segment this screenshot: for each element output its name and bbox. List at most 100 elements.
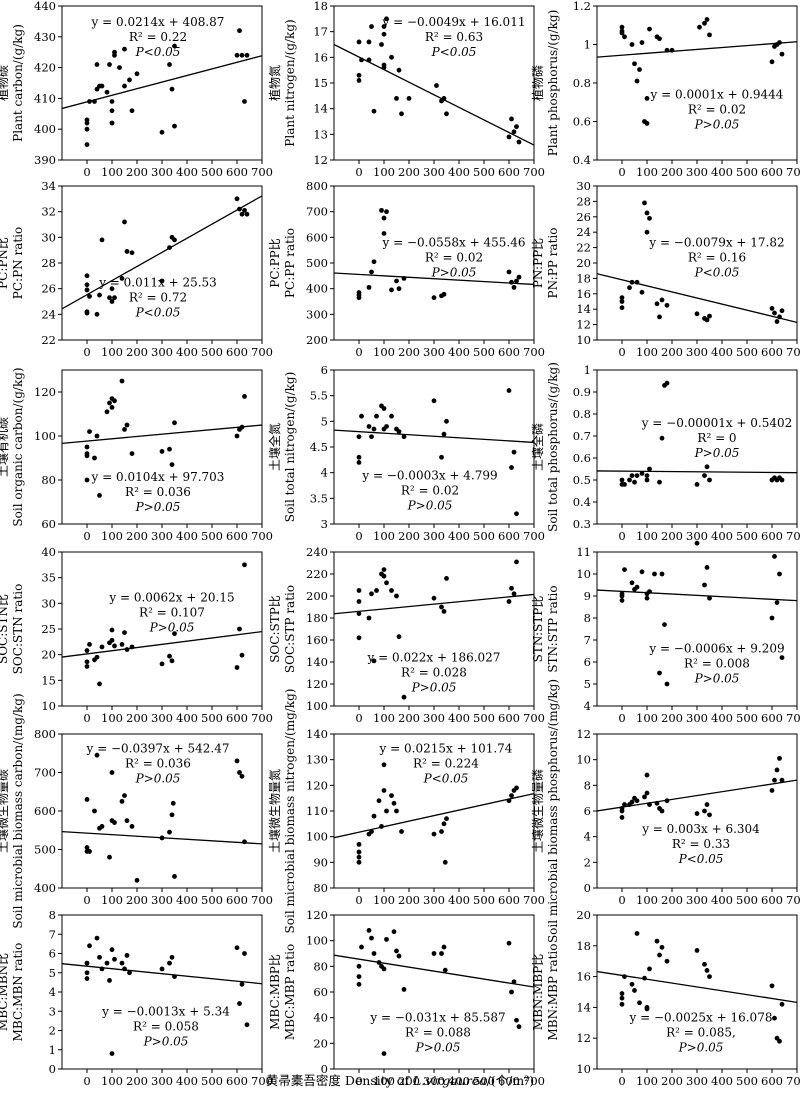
data-point xyxy=(122,427,127,432)
data-point xyxy=(242,394,247,399)
data-point xyxy=(779,777,785,783)
y-axis-label-cn: MBC:MBN比 xyxy=(0,953,10,1031)
data-point xyxy=(107,854,112,860)
y-tick-label: 22 xyxy=(41,333,56,347)
trend-line xyxy=(334,272,534,286)
plot-frame xyxy=(596,5,798,161)
data-point xyxy=(127,77,132,83)
x-tick-label: 600 xyxy=(226,711,248,725)
data-point xyxy=(94,62,100,67)
x-tick-label: 400 xyxy=(711,345,733,359)
y-axis-label-en: Soil organic carbon/(g/kg) xyxy=(11,367,25,526)
x-tick-label: 400 xyxy=(711,893,733,907)
x-tick-label: 500 xyxy=(473,165,495,179)
data-point xyxy=(381,24,387,29)
x-axis-title-species: L.virgaurea xyxy=(412,1073,487,1088)
y-tick-label: 20 xyxy=(41,648,56,662)
y-tick-label: 80 xyxy=(313,959,328,973)
data-point xyxy=(356,635,362,641)
data-point xyxy=(109,108,115,114)
data-point xyxy=(511,129,517,135)
x-tick-label: 600 xyxy=(761,1074,783,1088)
x-axis-title-unit: /(个/m²) xyxy=(486,1073,535,1088)
data-point xyxy=(109,627,115,633)
x-tick-label: 500 xyxy=(736,165,758,179)
data-point xyxy=(167,446,172,452)
x-tick-label: 700 xyxy=(786,1074,800,1088)
data-point xyxy=(124,953,130,958)
data-point xyxy=(381,406,387,411)
y-tick-label: 1 xyxy=(584,363,591,377)
data-point xyxy=(669,47,675,53)
data-point xyxy=(514,785,519,791)
data-point xyxy=(629,799,635,805)
y-axis-label-en: Plant nitrogen/(g/kg) xyxy=(283,19,297,146)
data-point xyxy=(662,622,667,627)
data-point xyxy=(242,951,247,956)
data-point xyxy=(431,595,437,601)
data-point xyxy=(694,948,700,953)
y-tick-label: 16 xyxy=(576,970,591,984)
data-point xyxy=(167,653,172,659)
y-axis-label: 植物氮Plant nitrogen/(g/kg) xyxy=(267,19,297,146)
x-tick-label: 0 xyxy=(618,893,625,907)
y-tick-label: 130 xyxy=(306,753,328,767)
y-tick-label: 0.3 xyxy=(573,517,591,531)
y-tick-label: 100 xyxy=(34,429,56,443)
equation-line: y = −0.0397x + 542.47 xyxy=(86,742,230,756)
y-tick-label: 34 xyxy=(41,179,56,193)
data-point xyxy=(381,788,387,793)
y-tick-label: 140 xyxy=(306,727,328,741)
x-tick-label: 500 xyxy=(473,1074,495,1088)
data-point xyxy=(381,231,387,236)
equation-line: P>0.05 xyxy=(135,772,181,786)
data-point xyxy=(129,644,135,650)
trend-line xyxy=(62,55,262,110)
x-tick-label: 300 xyxy=(686,711,708,725)
data-point xyxy=(356,78,362,83)
y-axis-label: PC:PP比PC:PP ratio xyxy=(268,228,297,298)
x-tick-label: 100 xyxy=(373,165,395,179)
x-tick-label: 200 xyxy=(126,711,148,725)
data-point xyxy=(394,278,399,284)
x-tick-label: 500 xyxy=(473,345,495,359)
data-point xyxy=(381,573,387,579)
x-tick-label: 600 xyxy=(498,529,520,543)
x-tick-label: 300 xyxy=(151,711,173,725)
x-tick-label: 500 xyxy=(201,711,223,725)
equation-line: y = −0.0006x + 9.209 xyxy=(648,641,784,655)
x-tick-label: 100 xyxy=(373,345,395,359)
data-point xyxy=(637,1000,642,1006)
y-tick-label: 120 xyxy=(306,908,328,922)
y-tick-label: 410 xyxy=(34,91,56,105)
data-point xyxy=(774,600,780,605)
data-point xyxy=(84,659,90,665)
data-point xyxy=(509,465,514,470)
y-tick-label: 4.5 xyxy=(310,440,328,454)
equation-line: R² = 0.058 xyxy=(133,1019,199,1033)
equation-line: R² = 0.02 xyxy=(425,250,483,264)
data-point xyxy=(391,929,397,935)
data-point xyxy=(381,215,387,221)
data-point xyxy=(97,493,102,498)
y-tick-label: 24 xyxy=(576,225,591,239)
data-point xyxy=(172,123,177,129)
y-tick-label: 110 xyxy=(306,804,328,818)
data-point xyxy=(127,970,132,976)
data-point xyxy=(777,40,782,45)
y-axis-label-en: PN:PP ratio xyxy=(546,228,560,299)
data-point xyxy=(84,648,90,653)
x-tick-label: 0 xyxy=(83,1074,90,1088)
data-point xyxy=(627,477,632,483)
data-point xyxy=(774,767,780,773)
x-tick-label: 0 xyxy=(355,893,362,907)
data-point xyxy=(124,249,130,254)
y-tick-label: 400 xyxy=(306,282,328,296)
data-point xyxy=(444,111,449,117)
x-tick-label: 300 xyxy=(686,345,708,359)
data-point xyxy=(772,310,777,316)
x-tick-label: 400 xyxy=(448,529,470,543)
data-point xyxy=(87,293,92,299)
data-point xyxy=(109,99,115,104)
data-point xyxy=(369,24,374,29)
